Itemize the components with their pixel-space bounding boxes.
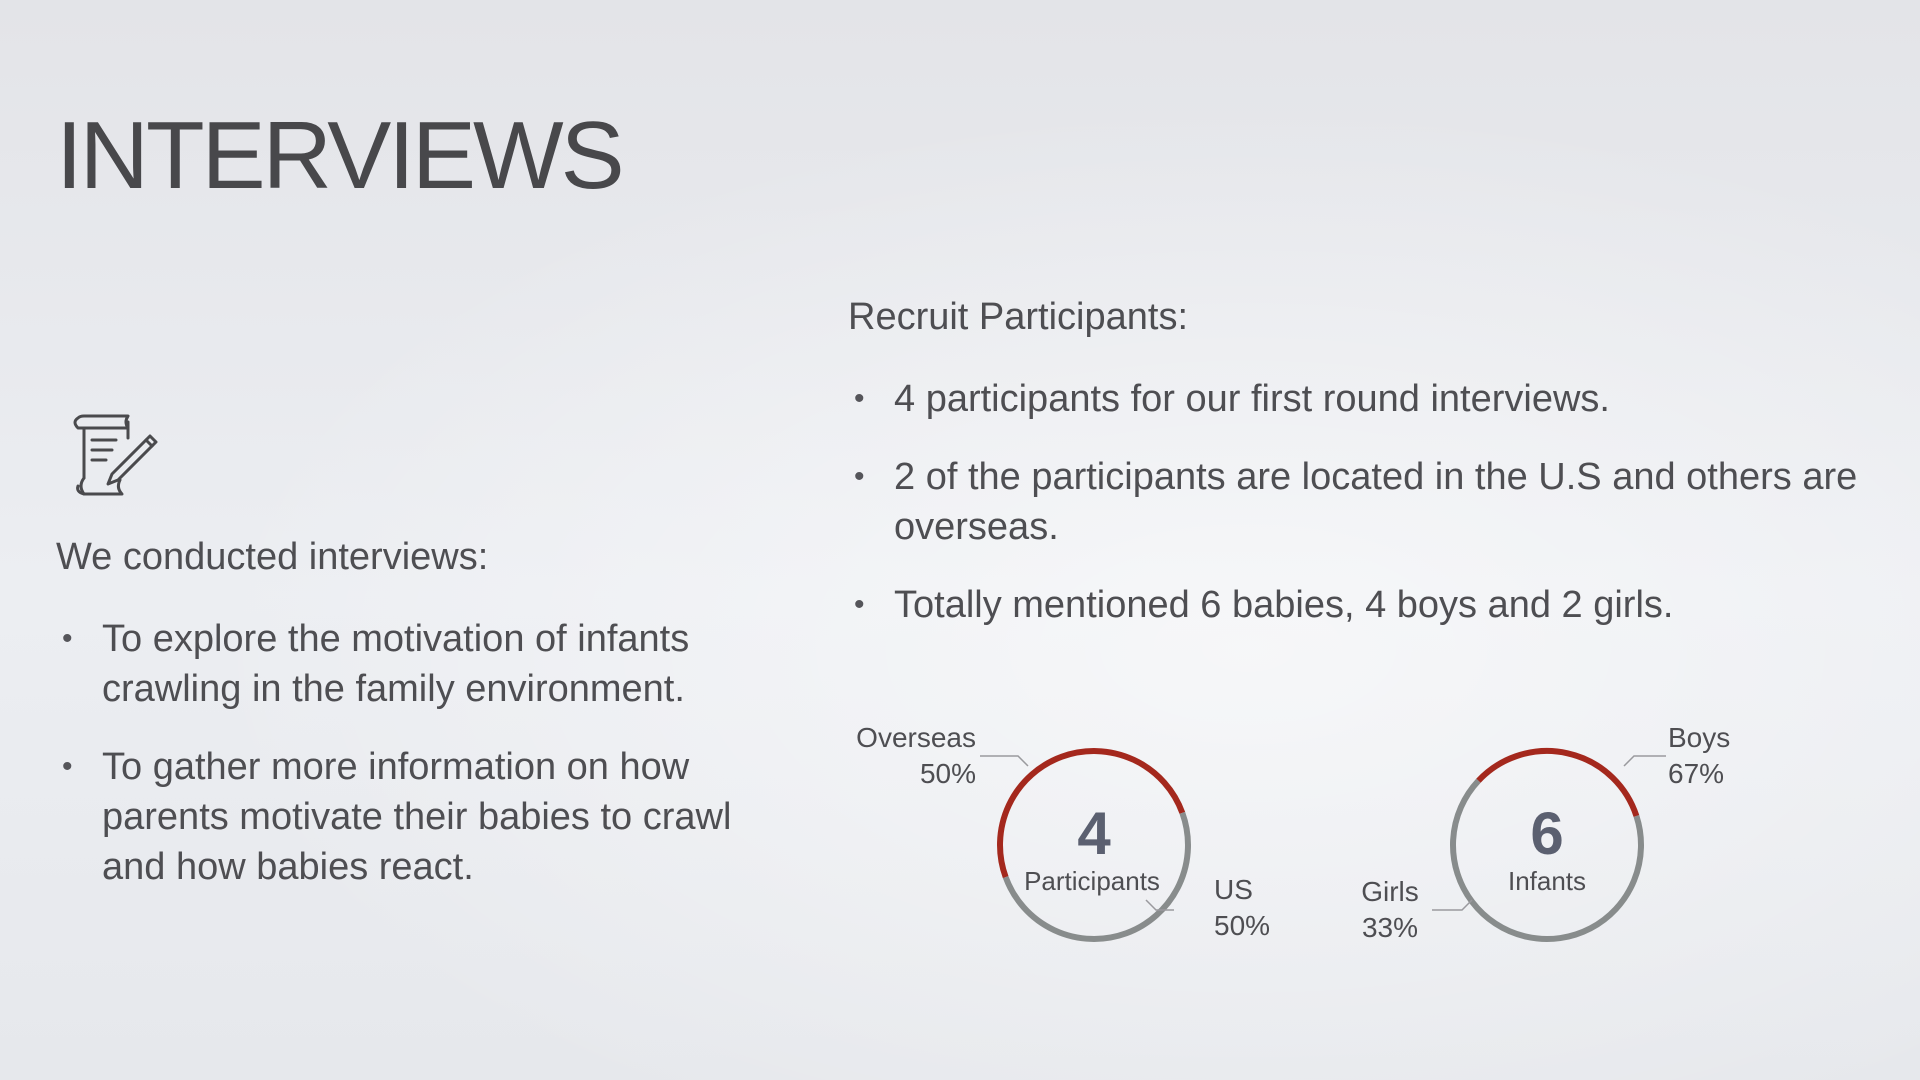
slide-title: INTERVIEWS [56,102,625,209]
girls-arc [1476,748,1640,817]
boys-arc [1450,778,1644,942]
bullet-icon: • [62,622,73,655]
us-label: US 50% [1214,872,1270,944]
girls-label: Girls 33% [1350,874,1430,946]
boys-percent: 67% [1668,758,1725,789]
girls-leader-line [1432,899,1473,911]
participants-caption: Participants [1024,866,1160,896]
overseas-name: Overseas [856,722,976,753]
us-leader-line [1145,899,1174,911]
us-name: US [1214,874,1253,905]
overseas-percent: 50% [919,758,976,789]
participants-count: 4 [1077,800,1111,867]
bullet-text: Totally mentioned 6 babies, 4 boys and 2… [894,584,1674,626]
right-bullet-list: • 4 participants for our first round inte… [848,374,1858,658]
us-arc [1002,811,1191,942]
bullet-icon: • [854,460,865,493]
girls-percent: 33% [1361,912,1419,943]
infants-donut-chart: 6 Infants Boys 67% Girls 33% [1350,720,1770,960]
boys-name: Boys [1668,722,1731,753]
participants-donut-svg: 4 Participants [980,748,1191,942]
bullet-text: To explore the motivation of infants cra… [102,618,690,710]
bullet-icon: • [62,750,73,783]
overseas-label: Overseas 50% [856,720,976,792]
overseas-leader-line [980,755,1029,767]
bullet-text: To gather more information on how parent… [102,746,732,888]
infants-caption: Infants [1508,866,1586,896]
boys-leader-line [1623,755,1666,767]
bullet-text: 2 of the participants are located in the… [894,456,1858,548]
list-item: • To gather more information on how paren… [56,742,796,892]
boys-label: Boys 67% [1668,720,1730,792]
us-percent: 50% [1214,910,1271,941]
overseas-arc [997,748,1186,879]
scroll-pen-icon [73,414,158,496]
girls-name: Girls [1361,876,1419,907]
infants-count: 6 [1530,800,1563,867]
list-item: • To explore the motivation of infants cr… [56,614,796,714]
list-item: • 4 participants for our first round inte… [848,374,1858,424]
right-heading: Recruit Participants: [848,296,1189,338]
participants-donut-arcs [997,748,1191,942]
infants-donut-svg: 6 Infants [1432,748,1666,942]
participants-donut-chart: 4 Participants Overseas 50% US 50% [840,720,1300,960]
left-bullet-list: • To explore the motivation of infants cr… [56,614,796,920]
infants-donut-arcs [1450,748,1644,942]
list-item: • 2 of the participants are located in th… [848,452,1858,552]
bullet-icon: • [854,588,865,621]
left-heading: We conducted interviews: [56,536,489,578]
bullet-icon: • [854,382,865,415]
bullet-text: 4 participants for our first round inter… [894,378,1610,420]
list-item: • Totally mentioned 6 babies, 4 boys and … [848,580,1858,630]
